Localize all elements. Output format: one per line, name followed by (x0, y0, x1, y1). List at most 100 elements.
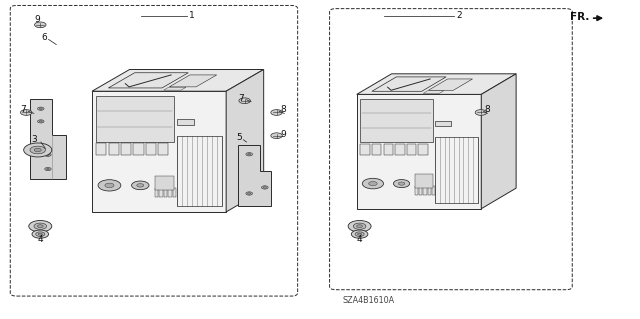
Circle shape (362, 178, 383, 189)
Bar (415, 186, 419, 195)
Circle shape (32, 230, 49, 238)
Bar (146, 143, 156, 155)
Circle shape (394, 180, 410, 188)
Text: FR.: FR. (570, 12, 589, 22)
Text: 1: 1 (189, 11, 195, 20)
Circle shape (20, 110, 32, 115)
Circle shape (132, 181, 149, 190)
Polygon shape (92, 70, 264, 91)
Bar (395, 144, 404, 155)
Bar (159, 188, 163, 197)
Text: 6: 6 (41, 33, 47, 42)
Bar (173, 188, 176, 197)
Bar (424, 186, 427, 195)
Text: 7: 7 (20, 105, 26, 114)
Text: 7: 7 (239, 94, 244, 103)
Text: 9: 9 (281, 130, 287, 139)
Text: 2: 2 (456, 11, 462, 20)
Text: SZA4B1610A: SZA4B1610A (342, 296, 394, 305)
Bar (415, 174, 433, 188)
Bar (109, 143, 118, 155)
Circle shape (34, 223, 47, 229)
Circle shape (45, 153, 51, 156)
Circle shape (45, 167, 51, 171)
Text: 8: 8 (281, 105, 287, 114)
Circle shape (358, 233, 362, 235)
Polygon shape (238, 145, 271, 205)
Circle shape (36, 232, 45, 236)
Polygon shape (226, 70, 264, 212)
Bar (177, 136, 222, 206)
Polygon shape (169, 75, 217, 87)
Circle shape (24, 143, 52, 157)
Circle shape (47, 168, 49, 170)
Circle shape (37, 225, 43, 228)
Polygon shape (30, 99, 66, 179)
Circle shape (30, 146, 45, 154)
Circle shape (246, 192, 253, 195)
Circle shape (475, 110, 486, 115)
Bar (372, 144, 381, 155)
Bar (155, 176, 174, 190)
Bar (435, 137, 477, 203)
Circle shape (248, 153, 251, 155)
Circle shape (137, 184, 144, 187)
Circle shape (38, 107, 44, 110)
Circle shape (398, 182, 404, 185)
Text: 4: 4 (38, 235, 43, 244)
Bar (383, 144, 393, 155)
Polygon shape (164, 87, 186, 90)
Bar (155, 188, 158, 197)
Circle shape (248, 193, 251, 194)
Circle shape (246, 152, 253, 156)
Circle shape (29, 220, 52, 232)
Bar (158, 143, 168, 155)
Circle shape (353, 223, 366, 229)
Circle shape (351, 230, 368, 238)
Circle shape (271, 110, 282, 115)
Text: 3: 3 (31, 135, 36, 144)
Bar (432, 186, 435, 195)
Polygon shape (423, 91, 444, 93)
Circle shape (40, 121, 42, 122)
Bar (419, 186, 422, 195)
Polygon shape (92, 91, 226, 212)
Bar (177, 119, 194, 125)
Circle shape (98, 180, 121, 191)
Polygon shape (428, 79, 472, 90)
Bar (96, 96, 174, 142)
Bar (428, 186, 431, 195)
Circle shape (34, 148, 41, 152)
Bar (435, 121, 451, 126)
Circle shape (35, 22, 46, 28)
Bar (164, 188, 167, 197)
Bar (407, 144, 416, 155)
Circle shape (40, 108, 42, 109)
Circle shape (239, 98, 250, 104)
Circle shape (105, 183, 114, 188)
Text: 5: 5 (237, 133, 243, 142)
Bar (96, 143, 106, 155)
Polygon shape (372, 77, 446, 91)
Bar (134, 143, 143, 155)
Circle shape (47, 154, 49, 155)
Bar (419, 144, 428, 155)
Circle shape (38, 233, 42, 235)
Circle shape (356, 225, 362, 228)
Polygon shape (356, 94, 481, 209)
Circle shape (271, 133, 282, 138)
Text: 4: 4 (356, 235, 362, 244)
Circle shape (262, 186, 268, 189)
Circle shape (369, 182, 377, 186)
Bar (360, 99, 433, 142)
Bar (121, 143, 131, 155)
Circle shape (348, 220, 371, 232)
Text: 8: 8 (484, 105, 490, 114)
Circle shape (263, 187, 266, 188)
Polygon shape (481, 74, 516, 209)
Polygon shape (356, 74, 516, 94)
Polygon shape (108, 73, 188, 88)
Circle shape (38, 120, 44, 123)
Text: 9: 9 (34, 15, 40, 24)
Bar (168, 188, 172, 197)
